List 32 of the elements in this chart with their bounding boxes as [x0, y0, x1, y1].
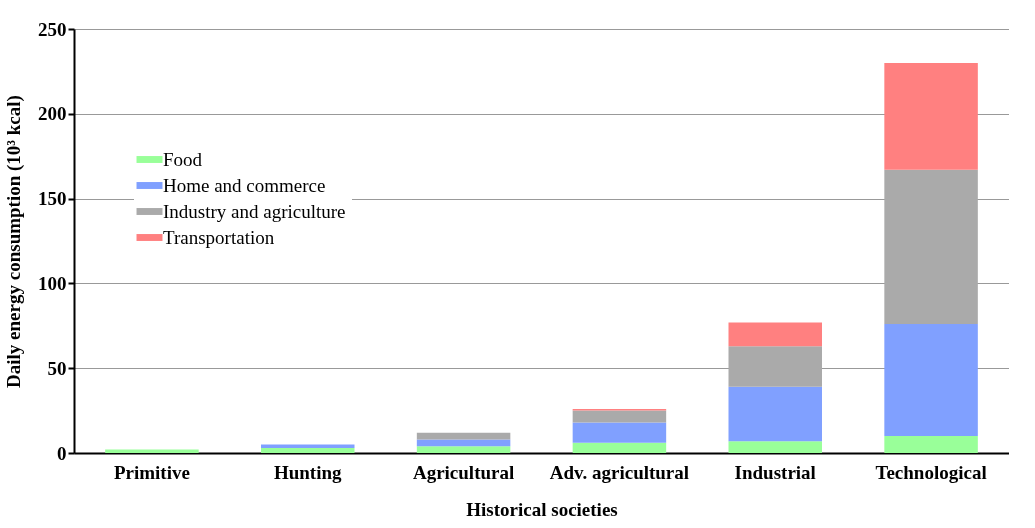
bar	[572, 442, 667, 453]
x-tick-label: Technological	[875, 461, 987, 483]
bar	[572, 422, 667, 443]
y-tick-label: 150	[38, 188, 67, 210]
y-axis-title: Daily energy consumption (10³ kcal)	[3, 95, 25, 388]
legend-label: Transportation	[163, 226, 275, 248]
y-tick-label: 0	[57, 442, 67, 464]
y-tick-label: 50	[47, 357, 67, 379]
bar	[728, 346, 822, 387]
x-axis-title: Historical societies	[466, 498, 618, 520]
bar	[416, 439, 511, 447]
x-tick-label: Primitive	[113, 461, 190, 483]
bar	[728, 322, 822, 347]
bar	[728, 441, 822, 453]
bar	[884, 62, 978, 170]
y-tick-label: 100	[38, 272, 67, 294]
y-tick-label: 250	[38, 18, 67, 40]
bar	[884, 169, 978, 325]
x-tick-label: Hunting	[273, 461, 343, 483]
bar	[572, 410, 667, 423]
x-tick-label: Adv. agricultural	[549, 461, 690, 483]
bar	[728, 386, 822, 442]
x-tick-label: Agricultural	[412, 461, 515, 483]
bar	[884, 324, 978, 437]
legend-label: Industry and agriculture	[163, 200, 346, 222]
legend-label: Food	[163, 148, 203, 170]
legend-label: Home and commerce	[163, 174, 326, 196]
y-tick-label: 200	[38, 103, 67, 125]
x-tick-label: Industrial	[734, 461, 816, 483]
bar	[261, 447, 355, 453]
bar	[416, 446, 511, 453]
bar	[884, 436, 978, 453]
